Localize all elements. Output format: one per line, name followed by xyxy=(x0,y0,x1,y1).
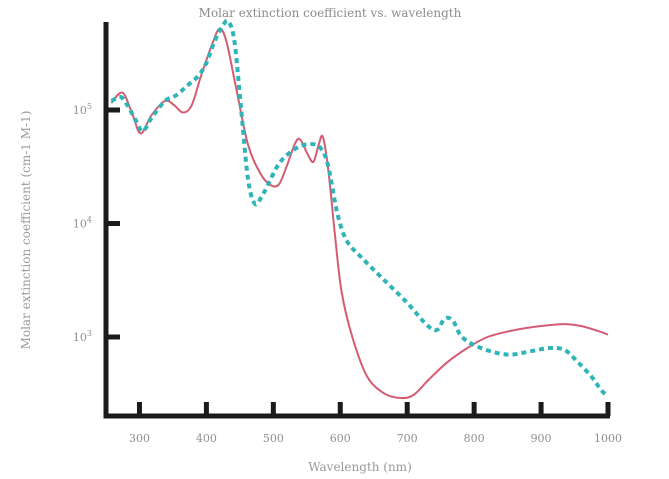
x-tick-label: 400 xyxy=(196,432,217,445)
x-tick-label: 700 xyxy=(397,432,418,445)
x-axis-label: Wavelength (nm) xyxy=(308,460,412,474)
y-tick-label: 105 xyxy=(73,102,92,117)
x-tick-label: 1000 xyxy=(594,432,622,445)
ticks-layer: 300 400 500 600 700 800 900 1000 103 104 105 xyxy=(73,102,622,445)
x-tick-label: 300 xyxy=(129,432,150,445)
y-axis-label: Molar extinction coefficient (cm-1 M-1) xyxy=(19,111,33,350)
series-line-2 xyxy=(110,18,610,398)
y-tick-label: 103 xyxy=(73,329,92,344)
chart-title: Molar extinction coefficient vs. wavelen… xyxy=(199,6,462,20)
y-tick-label: 104 xyxy=(73,216,92,231)
x-tick-label: 600 xyxy=(330,432,351,445)
x-tick-label: 500 xyxy=(263,432,284,445)
series-layer xyxy=(110,18,610,400)
x-tick-label: 800 xyxy=(464,432,485,445)
series-line-1 xyxy=(110,27,609,400)
axes-layer xyxy=(103,22,610,419)
x-tick-label: 900 xyxy=(531,432,552,445)
